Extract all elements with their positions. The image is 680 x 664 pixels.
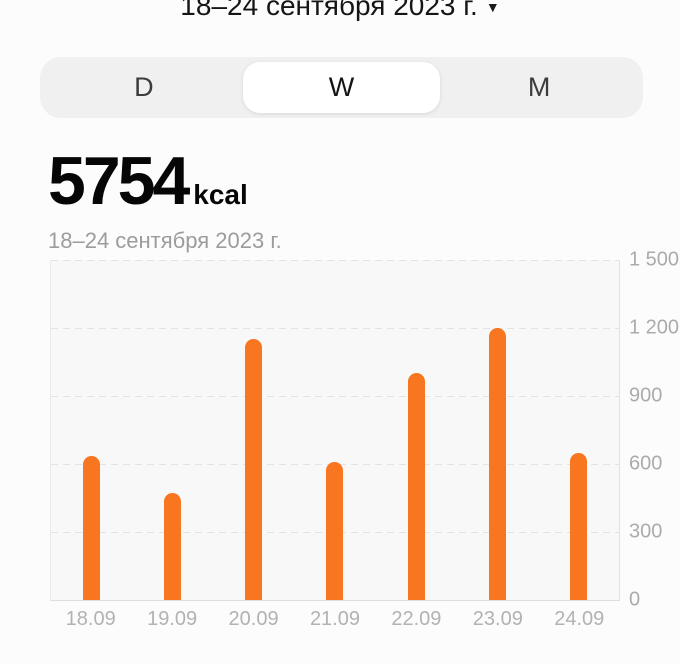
bar-slot-24.09	[538, 260, 619, 600]
bar-slot-21.09	[294, 260, 375, 600]
date-range-title[interactable]: 18–24 сентября 2023 г.	[180, 0, 478, 21]
bar-slot-19.09	[132, 260, 213, 600]
calories-summary: 5754 kcal 18–24 сентября 2023 г.	[48, 143, 282, 254]
total-calories-value: 5754	[48, 143, 190, 219]
y-tick-label-600: 600	[629, 452, 663, 475]
bar-20.09[interactable]	[245, 339, 263, 600]
chart-x-axis: 18.09 19.09 20.09 21.09 22.09 23.09 24.09	[50, 608, 620, 631]
gridline-900	[51, 396, 619, 397]
tab-month[interactable]: M	[440, 62, 638, 113]
x-tick-label-23.09: 23.09	[472, 608, 523, 630]
x-tick-label-21.09: 21.09	[309, 608, 360, 630]
y-tick-label-900: 900	[629, 384, 663, 407]
total-row: 5754 kcal	[48, 143, 282, 219]
y-tick-label-300: 300	[629, 520, 663, 543]
x-tick-label-19.09: 19.09	[147, 608, 198, 630]
x-tick-label-20.09: 20.09	[228, 608, 279, 630]
bar-slot-18.09	[51, 260, 132, 600]
calories-unit-label: kcal	[193, 179, 248, 210]
chart-plot-area	[50, 260, 620, 601]
bar-slot-22.09	[376, 260, 457, 600]
summary-date-range: 18–24 сентября 2023 г.	[48, 228, 282, 253]
gridline-1200	[51, 328, 619, 329]
dropdown-caret-icon: ▼	[485, 0, 500, 15]
bar-slot-20.09	[213, 260, 294, 600]
period-selector: D W M	[40, 57, 643, 118]
bar-18.09[interactable]	[83, 456, 101, 600]
y-tick-label-1200: 1 200	[629, 316, 680, 339]
bar-19.09[interactable]	[164, 493, 182, 600]
bar-slot-23.09	[457, 260, 538, 600]
x-tick-label-24.09: 24.09	[554, 608, 605, 630]
tab-day[interactable]: D	[45, 62, 243, 113]
chart-bars	[51, 260, 619, 600]
chart-y-axis: 0 300 600 900 1 200 1 500	[629, 249, 680, 611]
bar-24.09[interactable]	[569, 453, 587, 600]
x-tick-label-22.09: 22.09	[391, 608, 442, 630]
bar-23.09[interactable]	[488, 328, 506, 600]
bar-21.09[interactable]	[326, 462, 344, 600]
x-tick-label-18.09: 18.09	[65, 608, 116, 630]
tab-week[interactable]: W	[242, 62, 441, 113]
y-tick-label-1500: 1 500	[629, 248, 680, 271]
bar-22.09[interactable]	[407, 373, 425, 600]
y-tick-label-0: 0	[629, 588, 641, 611]
gridline-1500	[51, 260, 619, 261]
date-range-selector[interactable]: 18–24 сентября 2023 г. ▼	[0, 0, 680, 22]
